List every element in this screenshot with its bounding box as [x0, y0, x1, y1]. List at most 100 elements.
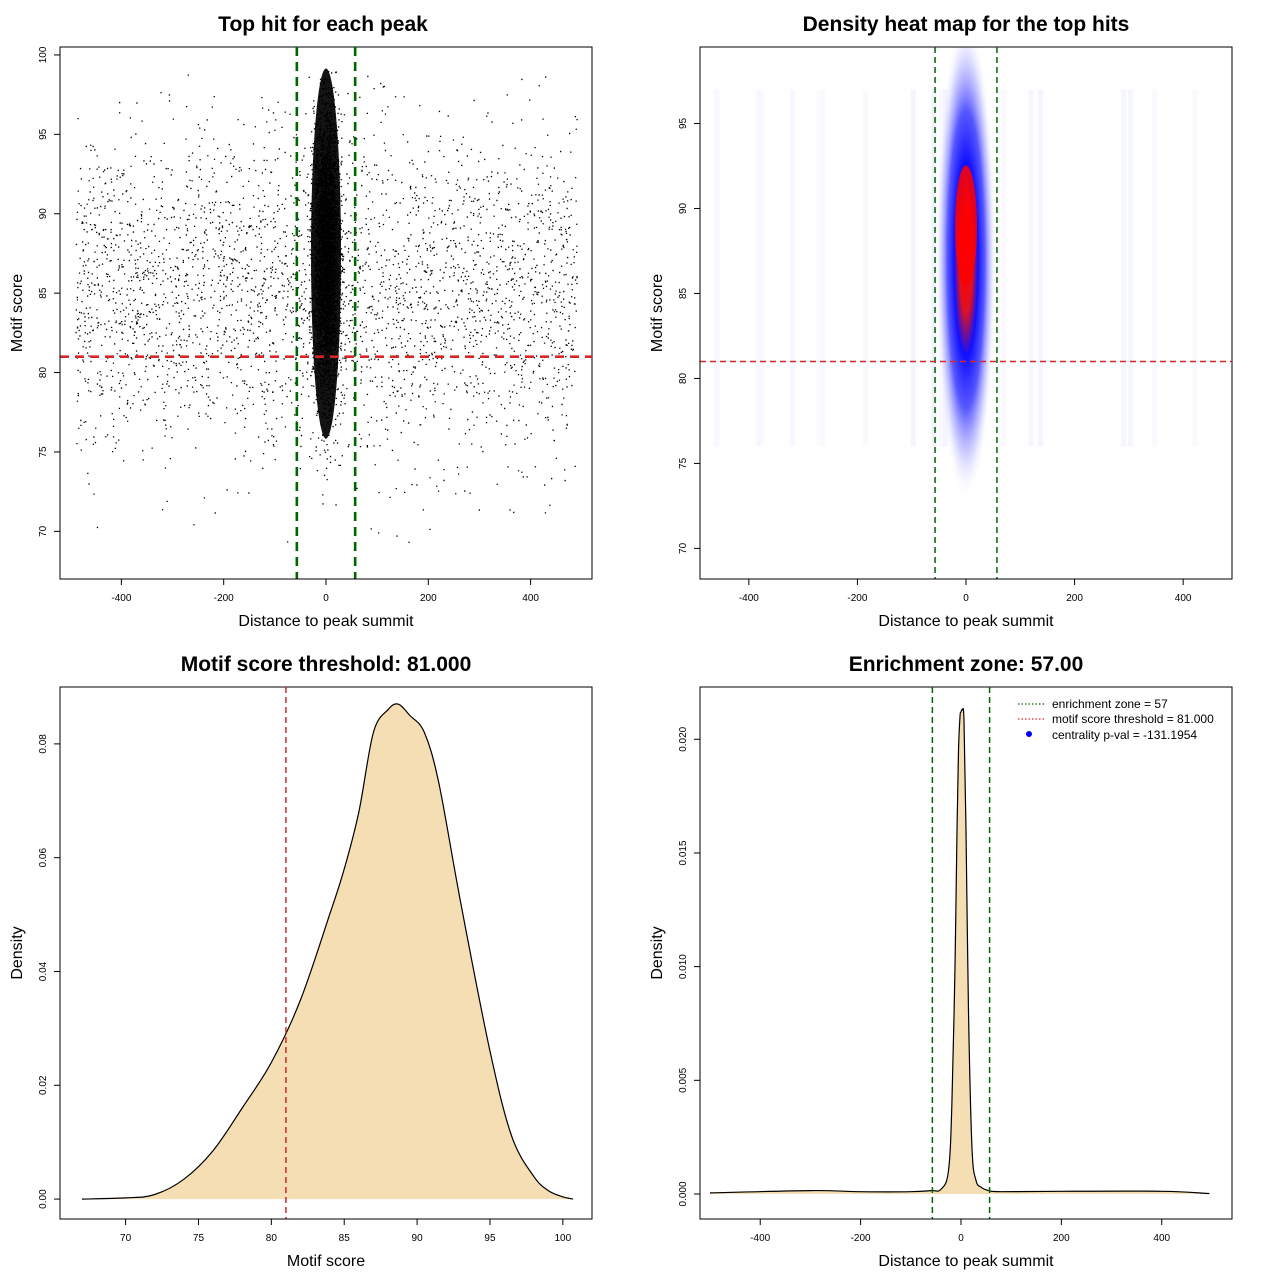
enrichment-density-y-axis-label: Density — [649, 926, 666, 979]
y-tick-label: 0.02 — [38, 1075, 49, 1095]
y-tick-label: 0.000 — [678, 1181, 689, 1206]
x-tick-label: 200 — [420, 593, 437, 604]
enrichment-density-title: Enrichment zone: 57.00 — [849, 653, 1084, 676]
y-tick-label: 0.04 — [38, 961, 49, 981]
y-tick-label: 70 — [38, 525, 49, 537]
y-tick-label: 100 — [38, 46, 49, 63]
y-tick-label: 0.06 — [38, 848, 49, 868]
x-tick-label: 95 — [484, 1233, 496, 1244]
y-tick-label: 0.08 — [38, 734, 49, 754]
y-tick-label: 85 — [678, 287, 689, 299]
y-tick-label: 80 — [678, 372, 689, 384]
enrichment-density-area — [709, 707, 1210, 1195]
heatmap-panel: Density heat map for the top hits -400 -2… — [649, 13, 1233, 630]
heatmap-background-streak — [911, 89, 917, 447]
motif-density-curve — [81, 703, 574, 1200]
scatter-title: Top hit for each peak — [218, 13, 428, 36]
heatmap-background-streak — [910, 89, 916, 447]
heatmap-background-streak — [931, 89, 937, 447]
scatter-points — [75, 68, 578, 543]
legend-enrichment-zone-label: enrichment zone = 57 — [1052, 697, 1168, 711]
x-tick-label: -400 — [739, 593, 759, 604]
legend-threshold-label: motif score threshold = 81.000 — [1052, 712, 1214, 726]
x-tick-label: 200 — [1066, 593, 1083, 604]
x-tick-label: 85 — [339, 1233, 351, 1244]
y-tick-label: 80 — [38, 367, 49, 379]
heatmap-axes: -400 -200 0 200 400 70 75 80 85 90 95 — [678, 117, 1192, 604]
y-tick-label: 0.010 — [678, 954, 689, 979]
x-tick-label: -400 — [111, 593, 131, 604]
x-tick-label: 100 — [555, 1233, 572, 1244]
scatter-reference-lines — [60, 47, 592, 579]
x-tick-label: 0 — [323, 593, 329, 604]
heatmap-background-streak — [1038, 89, 1044, 447]
heatmap-background-streak — [863, 89, 869, 447]
y-tick-label: 85 — [38, 287, 49, 299]
scatter-axes: -400 -200 0 200 400 70 75 80 85 90 95 100 — [38, 46, 539, 604]
enrichment-density-x-axis-label: Distance to peak summit — [878, 1253, 1054, 1270]
x-tick-label: 400 — [1175, 593, 1192, 604]
heatmap-background-streak — [1028, 89, 1034, 447]
heatmap-x-axis-label: Distance to peak summit — [878, 613, 1054, 630]
enrichment-legend: enrichment zone = 57 motif score thresho… — [1018, 697, 1214, 742]
heatmap-background-streak — [1192, 89, 1198, 447]
x-tick-label: 400 — [522, 593, 539, 604]
scatter-y-axis-label: Motif score — [9, 274, 26, 352]
x-tick-label: -200 — [214, 593, 234, 604]
y-tick-label: 0.00 — [38, 1189, 49, 1209]
heatmap-background-streak — [816, 89, 822, 447]
heatmap-background-streak — [1120, 89, 1126, 447]
heatmap-title: Density heat map for the top hits — [803, 13, 1130, 36]
motif-density-y-axis-label: Density — [9, 926, 26, 979]
heatmap-background-streak — [790, 89, 796, 447]
heatmap-background-streak — [1128, 89, 1134, 447]
heatmap-density-peak — [955, 165, 977, 286]
heatmap-background-streak — [1151, 89, 1157, 447]
motif-density-fill — [81, 703, 574, 1200]
motif-density-panel: Motif score threshold: 81.000 70 75 80 85 90… — [9, 653, 593, 1270]
x-tick-label: 0 — [963, 593, 969, 604]
motif-density-x-axis-label: Motif score — [287, 1253, 365, 1270]
y-tick-label: 95 — [38, 128, 49, 140]
y-tick-label: 0.005 — [678, 1067, 689, 1092]
x-tick-label: 75 — [193, 1233, 205, 1244]
motif-density-area — [81, 703, 574, 1200]
heatmap-reference-lines — [700, 47, 1232, 579]
enrichment-density-axes: -400 -200 0 200 400 0.000 0.005 0.010 0.015 0.020 — [678, 726, 1171, 1244]
scatter-panel: Top hit for each peak -400 -200 0 200 400 70 7… — [9, 13, 593, 630]
heatmap-background-streak — [1000, 89, 1006, 447]
legend-pval-point — [1026, 731, 1032, 737]
enrichment-density-reference-lines — [931, 687, 991, 1219]
x-tick-label: 200 — [1053, 1233, 1070, 1244]
x-tick-label: -200 — [847, 593, 867, 604]
y-tick-label: 0.020 — [678, 726, 689, 751]
x-tick-label: 70 — [120, 1233, 132, 1244]
scatter-dense-core — [311, 68, 341, 439]
x-tick-label: 400 — [1153, 1233, 1170, 1244]
x-tick-label: -200 — [851, 1233, 871, 1244]
enrichment-density-fill — [710, 708, 1210, 1194]
x-tick-label: 90 — [412, 1233, 424, 1244]
x-tick-label: -400 — [750, 1233, 770, 1244]
x-tick-label: 80 — [266, 1233, 278, 1244]
y-tick-label: 0.015 — [678, 840, 689, 865]
heatmap-background-streak — [931, 89, 937, 447]
heatmap-background-streak — [820, 89, 826, 447]
heatmap-background-streak — [755, 89, 761, 447]
y-tick-label: 75 — [678, 457, 689, 469]
motif-density-axes: 70 75 80 85 90 95 100 0.00 0.02 0.04 0.06 0.08 — [38, 734, 572, 1244]
legend-pval-label: centrality p-val = -131.1954 — [1052, 728, 1197, 742]
y-tick-label: 90 — [38, 208, 49, 220]
enrichment-density-panel: Enrichment zone: 57.00 -400 -200 0 200 400 0.… — [649, 653, 1233, 1270]
heatmap-background-streak — [758, 89, 764, 447]
y-tick-label: 95 — [678, 117, 689, 129]
heatmap-background-streak — [714, 89, 720, 447]
y-tick-label: 70 — [678, 542, 689, 554]
y-tick-label: 75 — [38, 446, 49, 458]
y-tick-label: 90 — [678, 202, 689, 214]
scatter-x-axis-label: Distance to peak summit — [238, 613, 414, 630]
motif-density-title: Motif score threshold: 81.000 — [181, 653, 472, 676]
heatmap-density — [714, 47, 1198, 500]
